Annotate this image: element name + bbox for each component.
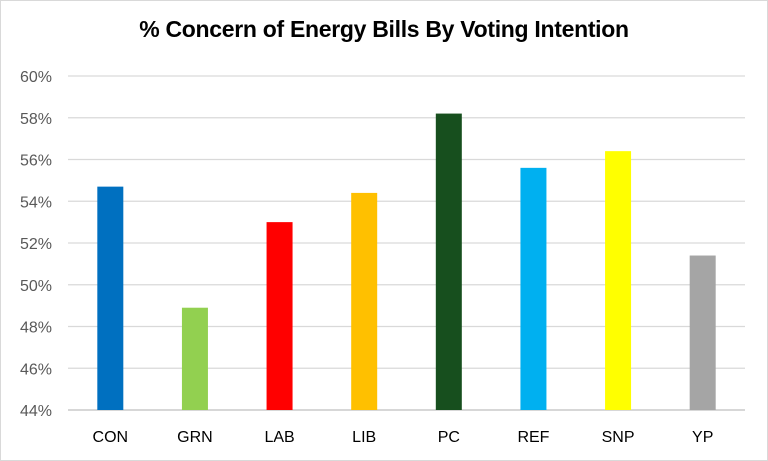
y-tick-label: 52% — [20, 236, 52, 253]
x-tick-label: REF — [517, 429, 549, 446]
x-tick-label: LIB — [352, 429, 376, 446]
bar-yp — [689, 255, 716, 410]
y-tick-label: 54% — [20, 194, 52, 211]
y-tick-label: 44% — [20, 403, 52, 420]
bars — [97, 113, 716, 410]
x-tick-label: GRN — [177, 429, 213, 446]
bar-lab — [266, 222, 293, 410]
chart-title: % Concern of Energy Bills By Voting Inte… — [139, 16, 629, 42]
x-tick-label: YP — [692, 429, 713, 446]
gridlines — [68, 75, 745, 411]
y-tick-label: 56% — [20, 153, 52, 170]
x-tick-label: LAB — [264, 429, 294, 446]
bar-lib — [351, 192, 378, 410]
bar-ref — [520, 167, 547, 410]
bar-grn — [181, 307, 208, 410]
x-tick-label: CON — [93, 429, 129, 446]
x-tick-label: SNP — [602, 429, 635, 446]
bar-snp — [605, 151, 632, 410]
x-axis-labels: CON GRN LAB LIB PC REF SNP YP — [93, 429, 714, 446]
y-tick-label: 60% — [20, 69, 52, 86]
x-tick-label: PC — [438, 429, 460, 446]
y-tick-label: 48% — [20, 320, 52, 337]
y-tick-label: 58% — [20, 111, 52, 128]
bar-pc — [435, 113, 462, 410]
y-tick-label: 46% — [20, 361, 52, 378]
y-axis-ticks: 44% 46% 48% 50% 52% 54% 56% 58% 60% — [20, 69, 52, 420]
y-tick-label: 50% — [20, 278, 52, 295]
bar-con — [97, 186, 124, 410]
